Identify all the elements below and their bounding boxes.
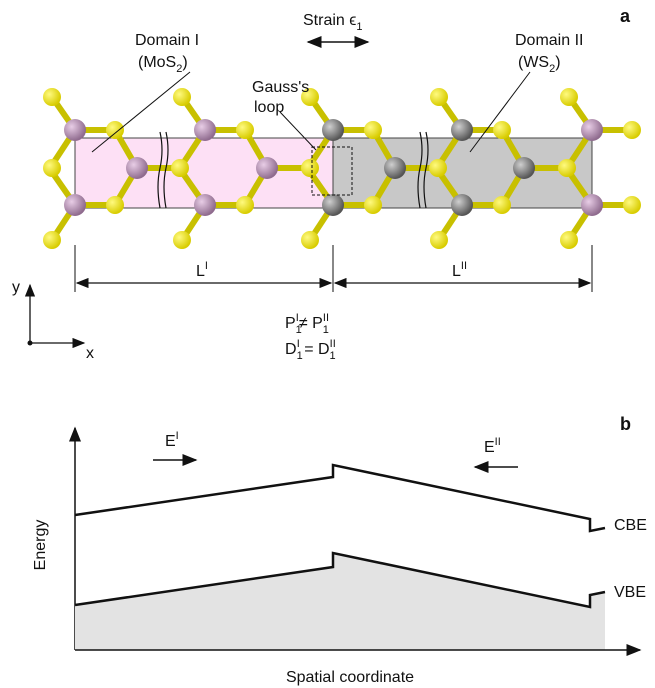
label-part: II [323,312,329,324]
label-part: ) [182,54,187,71]
label-part: L [196,263,205,280]
sulfur-atom [236,196,254,214]
panel-label: b [620,414,631,434]
molybdenum-atom [256,157,278,179]
label-part: x [86,345,94,362]
molybdenum-atom [194,119,216,141]
label: (MoS2) [138,54,188,75]
label: (WS2) [518,54,561,75]
sulfur-atom [493,196,511,214]
label-part: 1 [330,350,336,362]
label-part: II [461,260,467,272]
label: Domain II [515,32,583,49]
label: Domain I [135,32,199,49]
sulfur-atom [173,88,191,106]
label-part: L [452,263,461,280]
label-part: ) [555,54,560,71]
label: P1I≠ P1II [285,312,329,336]
label: Strain ϵ1 [303,12,362,33]
label: Gauss's [252,79,309,96]
origin [28,341,33,346]
sulfur-atom [106,196,124,214]
label-part: 1 [323,324,329,336]
label: LI [196,260,208,280]
label-part: loop [254,99,284,116]
molybdenum-atom [64,194,86,216]
sulfur-atom [493,121,511,139]
sulfur-atom [171,159,189,177]
label-part: (MoS [138,54,176,71]
label-part: y [12,279,20,296]
label-part: ≠ P [299,315,323,332]
lattice [43,88,641,249]
sulfur-atom [364,196,382,214]
sulfur-atom [430,88,448,106]
label-part: (WS [518,54,549,71]
molybdenum-atom [194,194,216,216]
sulfur-atom [43,88,61,106]
label: CBE [614,517,647,534]
sulfur-atom [106,121,124,139]
label-part: Gauss's [252,79,309,96]
valence-fill [75,553,605,650]
label-part: Spatial coordinate [286,669,414,686]
label: EII [484,436,501,456]
sulfur-atom [430,231,448,249]
label: loop [254,99,284,116]
sulfur-atom [301,231,319,249]
label-part: Strain ϵ [303,12,356,29]
sulfur-atom [560,88,578,106]
sulfur-atom [43,159,61,177]
label-part: I [176,430,179,442]
tungsten-atom [322,119,344,141]
label-part: CBE [614,517,647,534]
label: VBE [614,584,646,601]
label: D1I = D1II [285,338,336,362]
panel-label: a [620,6,631,26]
label-part: E [165,433,176,450]
molybdenum-atom [64,119,86,141]
sulfur-atom [364,121,382,139]
label-part: II [330,338,336,350]
label-part: 1 [356,21,362,33]
label-part: VBE [614,584,646,601]
molybdenum-atom [581,194,603,216]
tungsten-atom [451,119,473,141]
sulfur-atom [43,231,61,249]
label-part: Energy [32,520,49,571]
molybdenum-atom [126,157,148,179]
label: y [12,279,20,296]
tungsten-atom [322,194,344,216]
label-part: I [205,260,208,272]
label: LII [452,260,467,280]
sulfur-atom [558,159,576,177]
sulfur-atom [429,159,447,177]
sulfur-atom [623,196,641,214]
label-part: D [285,341,297,358]
tungsten-atom [513,157,535,179]
label: x [86,345,94,362]
label-part: Domain II [515,32,583,49]
tungsten-atom [384,157,406,179]
sulfur-atom [173,231,191,249]
figure: a b Strain ϵ1 Domain I (MoS2) Gauss's lo… [0,0,655,688]
label: EI [165,430,179,450]
sulfur-atom [301,159,319,177]
molybdenum-atom [581,119,603,141]
label-part: II [495,436,501,448]
sulfur-atom [623,121,641,139]
label: Spatial coordinate [286,669,414,686]
label-part: E [484,439,495,456]
tungsten-atom [451,194,473,216]
label-part: = D [300,341,330,358]
cbe-line [75,465,605,531]
label: Energy [32,520,49,571]
sulfur-atom [236,121,254,139]
label-part: P [285,315,296,332]
label-part: Domain I [135,32,199,49]
sulfur-atom [560,231,578,249]
